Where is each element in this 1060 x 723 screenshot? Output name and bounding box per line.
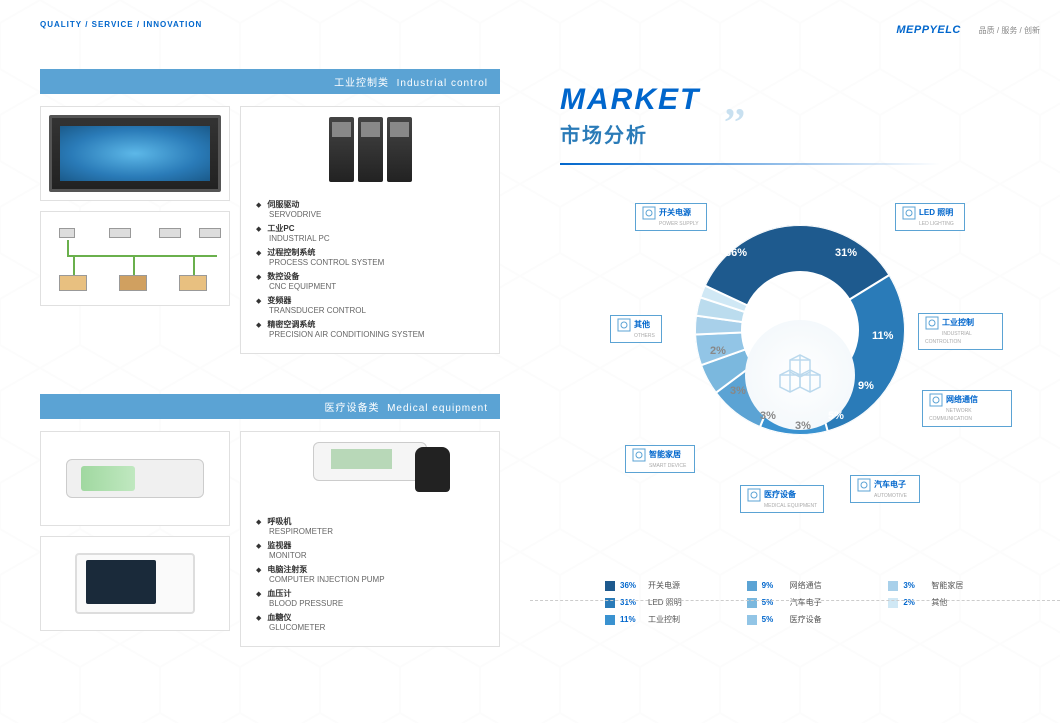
- injection-pump-image: [40, 431, 230, 526]
- callout-automotive: 汽车电子AUTOMOTIVE: [850, 475, 920, 503]
- callout-icon: [925, 316, 939, 330]
- right-page: MEPPYELC 品质 / 服务 / 创新 ,, MARKET 市场分析 36%…: [530, 0, 1060, 723]
- callout-icon: [617, 318, 631, 332]
- list-item: 变频器TRANSDUCER CONTROL: [256, 295, 425, 315]
- market-subtitle: 市场分析: [560, 119, 1040, 148]
- pct-label: 3%: [760, 410, 776, 422]
- list-item: 精密空调系统PRECISION AIR CONDITIONING SYSTEM: [256, 319, 425, 339]
- callout-others: 其他OTHERS: [610, 315, 662, 343]
- brand-terms: 品质 / 服务 / 创新: [979, 26, 1040, 35]
- pct-label: 11%: [872, 330, 893, 342]
- section-banner-industrial: 工业控制类 Industrial control: [40, 69, 500, 94]
- medical-row: 呼吸机RESPIROMETER 监视器MONITOR 电脑注射泵COMPUTER I…: [40, 431, 500, 647]
- brand-logo: MEPPYELC: [896, 24, 961, 36]
- industrial-row: 伺服驱动SERVODRIVE 工业PCINDUSTRIAL PC 过程控制系统PRO…: [40, 106, 500, 354]
- patient-monitor-image: [40, 536, 230, 631]
- legend-item: 2%其他: [888, 597, 1020, 608]
- title-block: ,, MARKET 市场分析: [560, 83, 1040, 165]
- system-diagram-image: [40, 211, 230, 306]
- callout-icon: [632, 448, 646, 462]
- callout-smart-device: 智能家居SMART DEVICE: [625, 445, 695, 473]
- callout-icon: [747, 488, 761, 502]
- list-item: 数控设备CNC EQUIPMENT: [256, 271, 425, 291]
- pct-label: 2%: [710, 345, 726, 357]
- industrial-list-card: 伺服驱动SERVODRIVE 工业PCINDUSTRIAL PC 过程控制系统PRO…: [240, 106, 500, 354]
- legend-item: 36%开关电源: [605, 580, 737, 591]
- pct-label: 31%: [835, 247, 857, 259]
- list-item: 过程控制系统PROCESS CONTROL SYSTEM: [256, 247, 425, 267]
- callout-led-lighting: LED 照明LED LIGHTING: [895, 203, 965, 231]
- list-item: 血糖仪GLUCOMETER: [256, 612, 385, 632]
- left-page: QUALITY / SERVICE / INNOVATION 工业控制类 Ind…: [0, 0, 530, 723]
- section-banner-medical: 医疗设备类 Medical equipment: [40, 394, 500, 419]
- quote-marks-icon: ,,: [725, 78, 745, 125]
- legend-item: 11%工业控制: [605, 614, 737, 625]
- industrial-pc-image: [40, 106, 230, 201]
- callout-icon: [902, 206, 916, 220]
- pct-label: 36%: [725, 247, 747, 259]
- divider-line: [530, 600, 1060, 601]
- gradient-divider: [560, 163, 940, 165]
- callout-network-communication: 网络通信NETWORK COMMUNICATION: [922, 390, 1012, 427]
- callout-icon: [857, 478, 871, 492]
- pct-label: 5%: [828, 410, 844, 422]
- tagline: QUALITY / SERVICE / INNOVATION: [40, 20, 500, 29]
- callout-icon: [929, 393, 943, 407]
- legend: 36%开关电源 9%网络通信 3%智能家居 31%LED 照明 5%汽车电子 2%其他 11…: [560, 580, 1040, 625]
- list-item: 电脑注射泵COMPUTER INJECTION PUMP: [256, 564, 385, 584]
- market-title: MARKET: [560, 83, 1040, 117]
- callout-power-supply: 开关电源POWER SUPPLY: [635, 203, 707, 231]
- list-item: 监视器MONITOR: [256, 540, 385, 560]
- medical-list-card: 呼吸机RESPIROMETER 监视器MONITOR 电脑注射泵COMPUTER I…: [240, 431, 500, 647]
- legend-item: 31%LED 照明: [605, 597, 737, 608]
- list-item: 呼吸机RESPIROMETER: [256, 516, 385, 536]
- legend-item: 5%医疗设备: [747, 614, 879, 625]
- legend-item: 3%智能家居: [888, 580, 1020, 591]
- brand-bar: MEPPYELC 品质 / 服务 / 创新: [560, 20, 1040, 38]
- legend-item: 5%汽车电子: [747, 597, 879, 608]
- callout-industrial-controltion: 工业控制INDUSTRIAL CONTROLTION: [918, 313, 1003, 350]
- list-item: 伺服驱动SERVODRIVE: [256, 199, 425, 219]
- pct-label: 3%: [795, 420, 811, 432]
- cubes-icon: [775, 350, 825, 400]
- callout-medical-equipment: 医疗设备MEDICAL EQUIPMENT: [740, 485, 824, 513]
- list-item: 工业PCINDUSTRIAL PC: [256, 223, 425, 243]
- list-item: 血压计BLOOD PRESSURE: [256, 588, 385, 608]
- legend-item: [888, 614, 1020, 625]
- pct-label: 3%: [730, 385, 746, 397]
- callout-icon: [642, 206, 656, 220]
- legend-item: 9%网络通信: [747, 580, 879, 591]
- donut-chart: 36% 31% 11% 9% 5% 3% 3% 3% 2% 开关电源POWER SUPPLY LE…: [610, 185, 990, 565]
- pct-label: 9%: [858, 380, 874, 392]
